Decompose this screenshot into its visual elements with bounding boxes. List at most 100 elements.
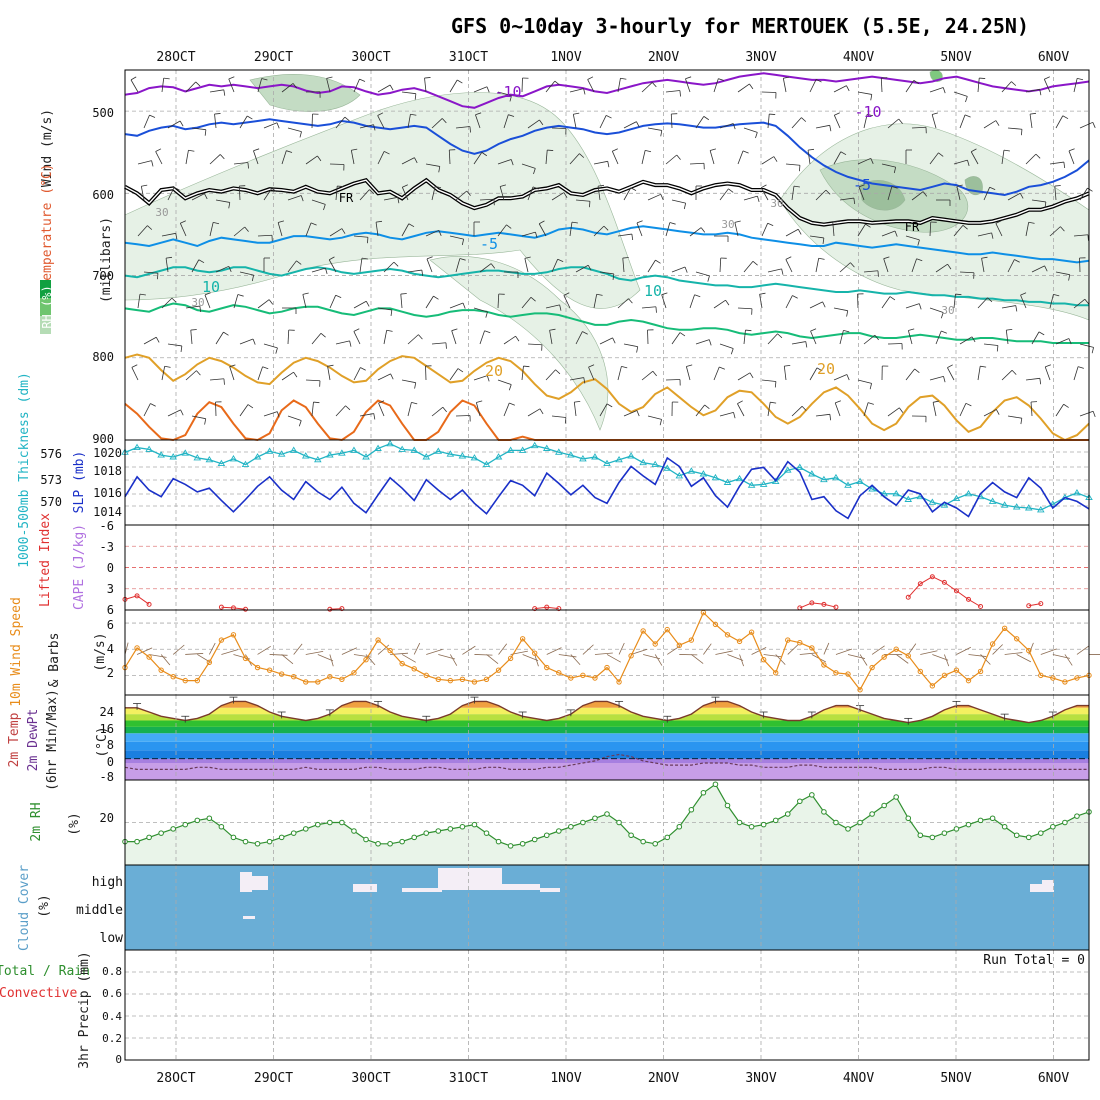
thickness-point bbox=[699, 470, 708, 477]
surface-wind-barb bbox=[160, 654, 171, 666]
surface-wind-barb bbox=[329, 654, 334, 667]
wind-barb bbox=[137, 160, 152, 165]
surface-wind-barb bbox=[185, 653, 204, 655]
wind-barb-flag bbox=[337, 185, 344, 187]
thickness-point bbox=[639, 458, 647, 466]
wind-barb bbox=[977, 78, 980, 93]
wind-barb bbox=[563, 295, 571, 309]
surface-wind-barb bbox=[136, 647, 153, 655]
cloud-gap bbox=[1042, 880, 1054, 892]
wind-barb bbox=[257, 299, 270, 309]
isotherm-line bbox=[124, 118, 1090, 197]
wind-speed-point bbox=[315, 679, 321, 685]
wind-barb bbox=[143, 403, 151, 417]
rh-point bbox=[278, 834, 285, 841]
wind-barb bbox=[695, 404, 705, 417]
lifted-index-point bbox=[1038, 601, 1044, 607]
wind-barb-flag bbox=[660, 130, 663, 137]
surface-wind-barb bbox=[462, 645, 476, 655]
thickness-point bbox=[422, 453, 431, 460]
wind-barb-flag bbox=[150, 403, 156, 407]
wind-barb bbox=[473, 152, 483, 165]
cloud-gap bbox=[240, 872, 252, 892]
wind-speed-point bbox=[893, 646, 899, 652]
wind-barb bbox=[449, 302, 464, 309]
wind-barb-flag bbox=[850, 262, 855, 268]
wind-speed-point bbox=[206, 659, 213, 666]
wind-barb-flag bbox=[725, 299, 730, 306]
ylabel-slp: SLP (mb) bbox=[72, 451, 87, 514]
wind-speed-point bbox=[495, 667, 502, 673]
wind-barb bbox=[833, 115, 841, 129]
wind-barb-flag bbox=[414, 382, 417, 389]
rh-2m-panel bbox=[122, 779, 1092, 866]
wind-barb bbox=[593, 225, 605, 237]
wind-barb bbox=[130, 79, 139, 93]
wind-barb-flag bbox=[373, 413, 376, 420]
wind-barb-flag bbox=[367, 237, 369, 244]
wind-barb-flag bbox=[943, 376, 946, 383]
rh-point bbox=[953, 826, 960, 832]
wind-barb bbox=[521, 366, 524, 381]
wind-barb bbox=[905, 80, 915, 93]
wind-barb bbox=[959, 114, 966, 129]
wind-barb bbox=[431, 342, 446, 345]
wind-barb bbox=[377, 115, 385, 129]
wind-speed-point bbox=[905, 653, 911, 659]
lifted-index-point bbox=[905, 594, 911, 600]
ylabel-rh-unit: (%) bbox=[67, 812, 82, 835]
wind-barb-flag bbox=[1077, 366, 1084, 369]
wind-barb-flag bbox=[1014, 259, 1020, 263]
wind-barb-flag bbox=[846, 85, 850, 92]
wind-barb-flag bbox=[341, 228, 346, 234]
wind-barb-flag bbox=[938, 152, 944, 157]
wind-barb bbox=[839, 197, 854, 201]
cloud-high-label: high bbox=[92, 875, 123, 890]
rh-point bbox=[1038, 830, 1044, 836]
wind-barb bbox=[524, 258, 529, 273]
wind-barb bbox=[185, 150, 189, 165]
wind-barb-flag bbox=[669, 222, 676, 225]
thickness-point bbox=[555, 448, 563, 455]
ylabel-cloud: Cloud Cover bbox=[17, 865, 32, 951]
wind-barb bbox=[451, 330, 457, 345]
wind-barb-flag bbox=[807, 148, 815, 151]
wind-barb bbox=[335, 405, 346, 417]
wind-barb-flag bbox=[630, 187, 637, 192]
wind-barb-flag bbox=[583, 377, 586, 384]
wind-barb-flag bbox=[485, 311, 488, 318]
rh-point bbox=[519, 840, 526, 847]
temp-band bbox=[125, 741, 1089, 751]
wind-barb bbox=[238, 185, 241, 201]
thickness-point bbox=[579, 455, 587, 462]
wind-barb-flag bbox=[195, 81, 201, 87]
thickness-point bbox=[374, 444, 382, 451]
surface-wind-barb bbox=[172, 644, 185, 655]
wind-speed-point bbox=[556, 670, 562, 676]
wind-barb bbox=[167, 343, 182, 347]
wind-barb-flag bbox=[213, 221, 220, 225]
wind-speed-point bbox=[303, 679, 309, 685]
wind-barb bbox=[545, 304, 560, 309]
wind-speed-point bbox=[965, 677, 972, 684]
label-m10a: -10 bbox=[494, 83, 521, 101]
wind-barb bbox=[503, 402, 510, 417]
wind-barb bbox=[695, 271, 710, 277]
wind-speed-point bbox=[917, 668, 923, 675]
bottom-date-label: 3NOV bbox=[745, 1071, 776, 1086]
label-p10b: 10 bbox=[644, 282, 662, 300]
wind-barb bbox=[350, 150, 355, 165]
wind-barb-flag bbox=[801, 117, 807, 122]
wind-barb-flag bbox=[509, 95, 512, 102]
wind-speed-point bbox=[519, 636, 526, 642]
wind-barb bbox=[931, 114, 937, 129]
wind-speed-point bbox=[182, 677, 188, 684]
wind-barb bbox=[401, 379, 416, 384]
thickness-point bbox=[265, 447, 274, 454]
rh-point bbox=[363, 836, 369, 843]
thickness-point bbox=[301, 452, 310, 459]
ylabel-wind-unit: (m/s) bbox=[93, 632, 108, 671]
wind-barb bbox=[575, 264, 589, 273]
rh-point bbox=[652, 840, 659, 847]
wind-barb-flag bbox=[549, 328, 556, 331]
